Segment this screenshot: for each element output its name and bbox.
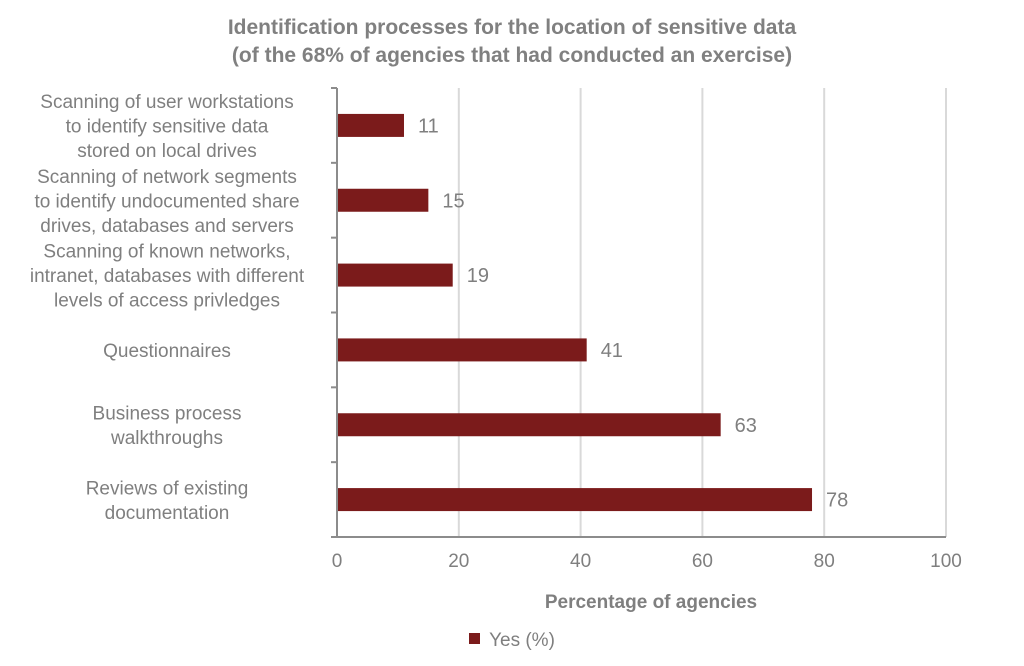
bars — [338, 113, 813, 512]
data-label: 63 — [735, 415, 757, 437]
x-tick-label: 80 — [814, 551, 835, 572]
x-tick-label: 40 — [570, 551, 591, 572]
legend-swatch — [469, 633, 481, 645]
category-label-line: levels of access privledges — [54, 291, 280, 312]
chart-title: Identification processes for the locatio… — [0, 14, 1024, 70]
data-label: 41 — [601, 340, 623, 362]
bar — [338, 263, 453, 287]
bar — [338, 413, 721, 437]
data-label: 15 — [442, 190, 464, 212]
legend-label: Yes (%) — [489, 630, 555, 651]
category-labels: Scanning of user workstations to identify… — [30, 92, 305, 524]
data-label: 11 — [418, 115, 439, 137]
category-label: Scanning of user workstations to identify… — [40, 92, 293, 162]
category-label-line: Questionnaires — [103, 341, 231, 362]
category-label-line: to identify sensitive data — [66, 116, 269, 137]
category-label-line: documentation — [105, 503, 230, 524]
category-label: Questionnaires — [103, 341, 231, 362]
category-label-line: Scanning of known networks, — [43, 242, 290, 263]
category-label: Business process walkthroughs — [93, 404, 242, 450]
category-label-line: stored on local drives — [77, 141, 257, 162]
data-label: 78 — [826, 490, 848, 512]
category-label-line: Reviews of existing — [86, 478, 249, 499]
x-tick-labels: 0 20 40 60 80 100 — [332, 551, 962, 572]
category-label-line: Scanning of network segments — [37, 167, 297, 188]
legend: Yes (%) — [0, 630, 1024, 652]
data-labels: 11 15 19 41 63 78 — [418, 115, 848, 511]
bar — [338, 338, 587, 362]
axes — [331, 87, 946, 538]
category-label: Scanning of network segments to identify … — [34, 167, 299, 237]
category-label: Scanning of known networks, intranet, dat… — [30, 242, 305, 312]
bar — [338, 188, 429, 212]
x-tick-label: 60 — [692, 551, 713, 572]
bar — [338, 488, 813, 512]
x-tick-label: 20 — [448, 551, 469, 572]
category-label-line: Scanning of user workstations — [40, 92, 293, 113]
category-label-line: intranet, databases with different — [30, 266, 305, 287]
gridlines — [457, 88, 947, 537]
x-tick-label: 100 — [930, 551, 962, 572]
category-label-line: Business process — [93, 404, 242, 425]
x-tick-label: 0 — [332, 551, 343, 572]
chart-title-line-1: Identification processes for the locatio… — [227, 16, 797, 39]
chart-title-line-2: (of the 68% of agencies that had conduct… — [231, 44, 793, 67]
bar — [338, 113, 404, 137]
category-label-line: walkthroughs — [110, 428, 223, 449]
data-label: 19 — [467, 265, 489, 287]
category-label-line: to identify undocumented share — [34, 191, 299, 212]
category-label: Reviews of existing documentation — [86, 478, 249, 523]
x-axis-label: Percentage of agencies — [545, 592, 757, 613]
category-label-line: drives, databases and servers — [40, 216, 293, 237]
